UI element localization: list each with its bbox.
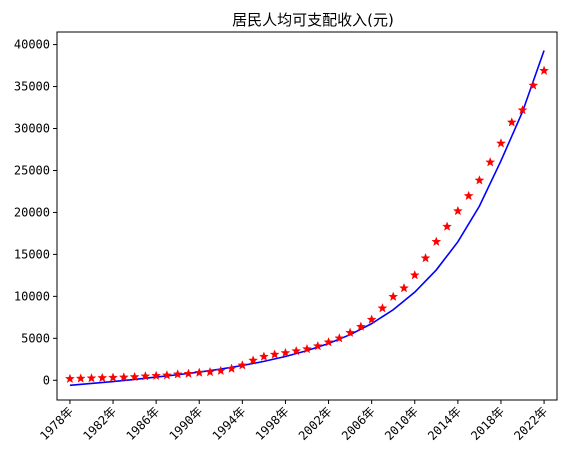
fit-line xyxy=(69,50,545,387)
y-tick-label: 15000 xyxy=(14,247,50,261)
data-point xyxy=(291,345,302,356)
data-point xyxy=(388,291,399,301)
data-point xyxy=(108,372,118,382)
data-point xyxy=(345,327,356,337)
data-point xyxy=(506,117,517,127)
data-point xyxy=(452,205,463,216)
data-point xyxy=(151,370,162,381)
x-tick-label: 1990年 xyxy=(167,404,206,443)
x-tick-label: 2010年 xyxy=(382,404,421,443)
data-point xyxy=(194,367,205,377)
data-point xyxy=(129,371,140,382)
x-tick-label: 1982年 xyxy=(80,404,119,443)
data-point xyxy=(420,252,431,263)
data-point xyxy=(485,157,496,167)
data-point xyxy=(442,221,453,231)
data-point xyxy=(172,369,183,379)
chart-title: 居民人均可支配收入(元) xyxy=(232,11,394,29)
y-axis: 0 5000 10000 15000 20000 25000 30000 35000 40000 xyxy=(14,38,57,387)
data-point xyxy=(463,190,474,201)
x-tick-label: 1994年 xyxy=(210,404,249,443)
data-point xyxy=(528,80,539,90)
x-axis: 1978年 1982年 1986年 1990年 1994年 1998年 2002年 2006年… xyxy=(37,400,550,443)
data-point xyxy=(269,349,280,359)
data-point xyxy=(140,371,151,381)
data-point xyxy=(65,373,75,384)
data-point xyxy=(237,360,248,370)
fit-line-layer xyxy=(69,50,545,387)
y-tick-label: 0 xyxy=(43,373,50,387)
y-tick-label: 20000 xyxy=(14,205,50,219)
data-point xyxy=(183,368,194,378)
y-tick-label: 40000 xyxy=(14,38,50,52)
plot-frame xyxy=(56,31,558,401)
data-point xyxy=(118,372,129,382)
data-point xyxy=(517,104,528,115)
data-point xyxy=(323,337,334,347)
data-point xyxy=(248,355,259,365)
x-tick-label: 1998年 xyxy=(253,404,292,443)
data-point xyxy=(334,333,345,343)
y-tick-label: 10000 xyxy=(14,289,50,303)
x-tick-label: 1978年 xyxy=(37,404,76,443)
data-point xyxy=(226,363,237,373)
data-point xyxy=(312,340,323,351)
y-tick-label: 25000 xyxy=(14,163,50,177)
data-point xyxy=(215,365,226,376)
y-tick-label: 30000 xyxy=(14,122,50,136)
x-tick-label: 2018年 xyxy=(468,404,507,443)
data-point xyxy=(431,236,442,246)
data-point xyxy=(302,343,312,354)
data-point xyxy=(539,65,549,75)
data-point xyxy=(355,321,366,331)
data-point xyxy=(366,314,377,324)
plot-area xyxy=(56,31,558,401)
data-point xyxy=(75,373,86,383)
points-layer xyxy=(65,65,549,384)
data-point xyxy=(97,372,108,383)
y-tick-label: 35000 xyxy=(14,80,50,94)
x-tick-label: 2002年 xyxy=(296,404,335,443)
data-point xyxy=(161,370,172,380)
x-tick-label: 2014年 xyxy=(425,404,464,443)
data-point xyxy=(258,351,269,361)
data-point xyxy=(496,138,506,148)
data-point xyxy=(280,347,291,358)
x-tick-label: 1986年 xyxy=(123,404,162,443)
x-tick-label: 2006年 xyxy=(339,404,378,443)
data-point xyxy=(474,175,485,185)
data-point xyxy=(205,366,215,377)
data-point xyxy=(86,373,97,383)
y-tick-label: 5000 xyxy=(21,331,50,345)
data-point xyxy=(377,303,388,313)
data-point xyxy=(409,270,420,280)
x-tick-label: 2022年 xyxy=(511,404,550,443)
data-point xyxy=(399,282,409,293)
